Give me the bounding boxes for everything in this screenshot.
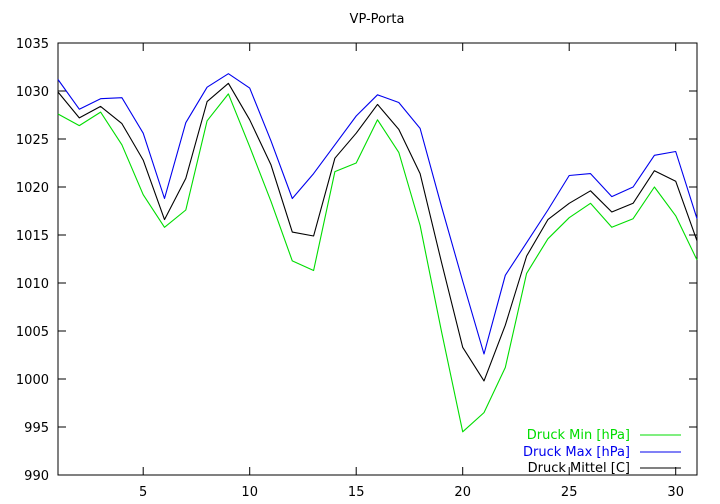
x-tick-label: 10 xyxy=(241,485,258,500)
y-tick-label: 1015 xyxy=(16,229,49,244)
plot-frame xyxy=(57,42,698,476)
series-line-1 xyxy=(57,93,698,433)
series-lines xyxy=(57,73,698,433)
legend-label: Druck Max [hPa] xyxy=(523,445,630,460)
legend: Druck Min [hPa] Druck Max [hPa]Druck Mitt… xyxy=(523,428,681,476)
x-tick-label: 25 xyxy=(561,485,578,500)
y-tick-label: 1020 xyxy=(16,181,49,196)
legend-label: Druck Mittel [C] xyxy=(528,461,630,476)
y-tick-label: 1035 xyxy=(16,37,49,52)
y-tick-label: 1025 xyxy=(16,133,49,148)
chart-title: VP-Porta xyxy=(350,12,405,27)
y-tick-label: 995 xyxy=(24,421,49,436)
series-line-3 xyxy=(57,82,698,382)
x-tick-label: 5 xyxy=(139,485,147,500)
y-tick-label: 1005 xyxy=(16,325,49,340)
y-tick-label: 1000 xyxy=(16,373,49,388)
y-tick-label: 1010 xyxy=(16,277,49,292)
x-tick-label: 30 xyxy=(667,485,684,500)
y-tick-label: 990 xyxy=(24,469,49,484)
legend-label: Druck Min [hPa] xyxy=(527,428,630,443)
y-tick-label: 1030 xyxy=(16,85,49,100)
x-tick-label: 20 xyxy=(454,485,471,500)
series-line-2 xyxy=(57,73,698,355)
x-tick-label: 15 xyxy=(348,485,365,500)
